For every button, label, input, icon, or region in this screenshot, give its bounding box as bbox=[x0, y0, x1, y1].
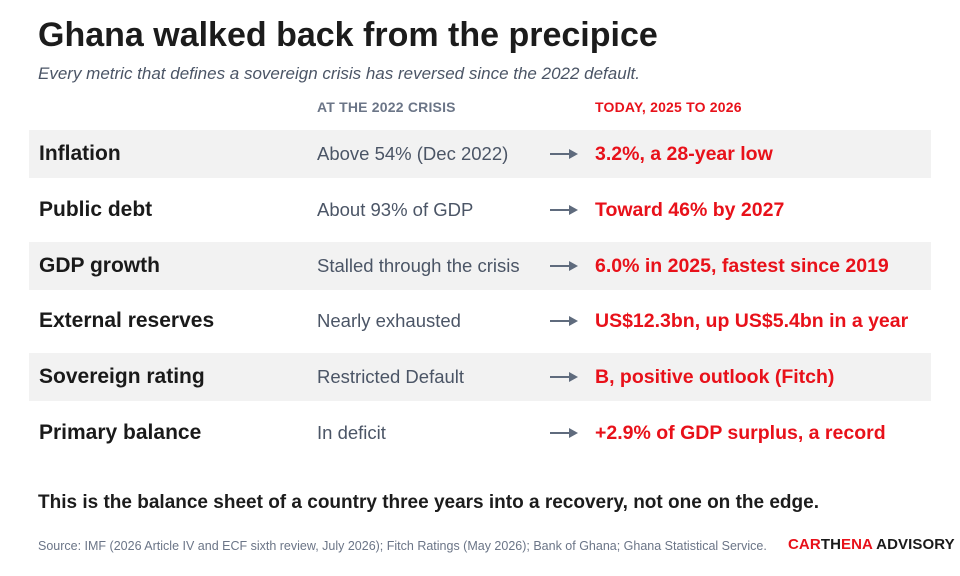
table-row: Sovereign rating Restricted Default B, p… bbox=[29, 353, 931, 402]
today-value: 6.0% in 2025, fastest since 2019 bbox=[595, 254, 889, 277]
table-row: Inflation Above 54% (Dec 2022) 3.2%, a 2… bbox=[29, 130, 931, 178]
table-row: GDP growth Stalled through the crisis 6.… bbox=[29, 241, 931, 290]
arrow-right-icon bbox=[550, 427, 578, 438]
conclusion-text: This is the balance sheet of a country t… bbox=[38, 492, 819, 513]
arrow-right-icon bbox=[550, 149, 578, 159]
comparison-table: Inflation Above 54% (Dec 2022) 3.2%, a 2… bbox=[29, 130, 931, 465]
metric-label: GDP growth bbox=[39, 253, 160, 277]
today-value: B, positive outlook (Fitch) bbox=[595, 366, 835, 389]
crisis-value: Nearly exhausted bbox=[317, 310, 461, 332]
brand-part: TH bbox=[820, 536, 842, 553]
metric-label: External reserves bbox=[39, 309, 215, 333]
arrow-right-icon bbox=[550, 316, 578, 327]
arrow-right-icon bbox=[550, 372, 578, 383]
crisis-value: Stalled through the crisis bbox=[317, 254, 520, 276]
arrow-right-icon bbox=[550, 260, 578, 271]
today-value: Toward 46% by 2027 bbox=[595, 198, 785, 221]
metric-label: Primary balance bbox=[39, 420, 202, 444]
metric-label: Public debt bbox=[39, 197, 153, 221]
arrow-right-icon bbox=[550, 204, 578, 215]
brand-part: ADVISORY bbox=[872, 536, 955, 553]
crisis-value: Above 54% (Dec 2022) bbox=[317, 143, 509, 164]
page-subtitle: Every metric that defines a sovereign cr… bbox=[38, 64, 640, 83]
today-value: +2.9% of GDP surplus, a record bbox=[595, 421, 886, 444]
metric-label: Inflation bbox=[39, 142, 121, 165]
source-note: Source: IMF (2026 Article IV and ECF six… bbox=[38, 539, 767, 553]
brand-logo: CARTHENA ADVISORY bbox=[788, 536, 955, 553]
column-header-today: TODAY, 2025 TO 2026 bbox=[595, 99, 742, 115]
table-row: Public debt About 93% of GDP Toward 46% … bbox=[29, 186, 931, 234]
today-value: 3.2%, a 28-year low bbox=[595, 143, 773, 165]
today-value: US$12.3bn, up US$5.4bn in a year bbox=[595, 310, 909, 333]
crisis-value: Restricted Default bbox=[317, 366, 465, 388]
crisis-value: In deficit bbox=[317, 421, 386, 443]
crisis-value: About 93% of GDP bbox=[317, 198, 474, 220]
brand-part: ENA bbox=[841, 536, 873, 553]
column-header-crisis: AT THE 2022 CRISIS bbox=[317, 99, 456, 115]
page-title: Ghana walked back from the precipice bbox=[38, 16, 658, 54]
table-row: External reserves Nearly exhausted US$12… bbox=[29, 297, 931, 345]
brand-part: CAR bbox=[788, 536, 821, 553]
metric-label: Sovereign rating bbox=[39, 365, 205, 389]
table-row: Primary balance In deficit +2.9% of GDP … bbox=[29, 409, 931, 457]
